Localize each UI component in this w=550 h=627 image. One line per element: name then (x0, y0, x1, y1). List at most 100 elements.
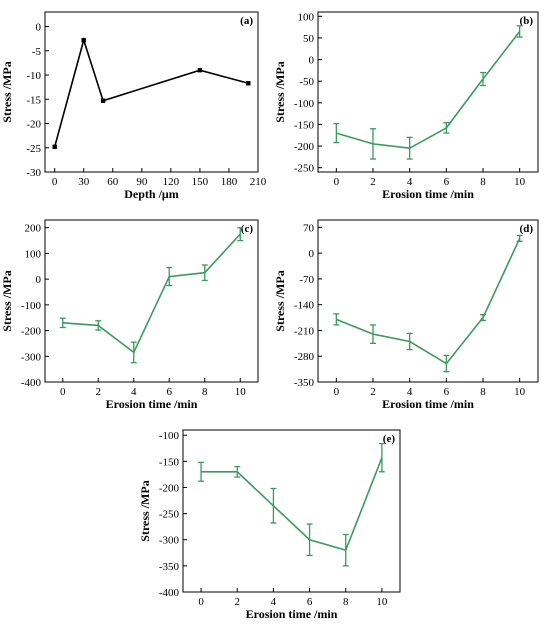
y-tick-label: 50 (303, 33, 315, 45)
series-line (201, 457, 383, 552)
x-tick-label: 2 (370, 176, 376, 188)
x-axis-title: Erosion time /min (382, 187, 474, 201)
x-tick-label: 0 (334, 176, 340, 188)
data-point (81, 37, 86, 43)
x-tick-label: 8 (343, 596, 349, 608)
y-tick-label: -300 (159, 535, 180, 547)
y-tick-label: -5 (32, 46, 42, 58)
plot-frame (182, 429, 401, 593)
panel-label: (e) (383, 433, 396, 445)
y-tick-label: 0 (309, 55, 315, 67)
y-axis-title: Stress /MPa (138, 480, 152, 541)
error-bar (443, 122, 450, 134)
y-tick-label: -350 (159, 561, 180, 573)
plot-frame (44, 219, 259, 383)
x-tick-label: 6 (444, 386, 450, 398)
y-tick-label: -10 (26, 70, 41, 82)
error-bar (370, 324, 376, 344)
x-tick-label: 0 (60, 386, 66, 398)
error-bar (516, 234, 523, 243)
series-line (53, 37, 249, 147)
y-axis-title: Stress /MPa (0, 61, 14, 122)
error-bar (406, 332, 413, 351)
y-tick-label: 100 (298, 11, 315, 23)
x-tick-label: 0 (52, 176, 58, 188)
y-tick-label: -280 (294, 351, 315, 363)
x-tick-label: 10 (235, 386, 247, 398)
x-tick-label: 4 (407, 176, 413, 188)
y-tick-label: -70 (299, 274, 314, 286)
plot-frame (317, 11, 539, 173)
series-line (62, 233, 241, 354)
error-bar (234, 465, 241, 478)
y-axis-title: Stress /MPa (0, 270, 14, 331)
panel-label: (d) (520, 223, 534, 235)
series-line (336, 30, 521, 150)
x-tick-label: 8 (480, 176, 486, 188)
error-bar (342, 533, 349, 567)
x-tick-label: 4 (271, 596, 277, 608)
y-tick-label: -50 (299, 76, 314, 88)
y-tick-label: 0 (309, 248, 315, 260)
y-tick-label: -400 (21, 377, 42, 389)
y-tick-label: -250 (159, 509, 180, 521)
x-tick-label: 90 (136, 176, 148, 188)
x-tick-label: 2 (235, 596, 241, 608)
data-point (52, 144, 57, 149)
y-axis-title: Stress /MPa (273, 270, 287, 331)
y-tick-label: -150 (159, 456, 180, 468)
y-tick-label: -100 (21, 300, 42, 312)
y-tick-label: -300 (21, 351, 42, 363)
y-tick-label: -350 (294, 377, 315, 389)
x-tick-label: 8 (202, 386, 208, 398)
panel-label: (c) (241, 223, 254, 235)
error-bar (370, 128, 376, 160)
error-bar (480, 71, 486, 87)
y-tick-label: -100 (294, 98, 315, 110)
y-tick-label: -20 (26, 119, 41, 131)
x-tick-label: 120 (163, 176, 180, 188)
panel-label: (a) (240, 15, 253, 27)
error-bar (59, 317, 66, 329)
y-tick-label: 0 (36, 22, 42, 34)
error-bar (306, 523, 313, 557)
y-tick-label: -30 (26, 167, 41, 179)
panel-2: 0 2 4 6 8 10 100 50 0 -50 -100 -150 -200 -250 Erosion … (273, 11, 539, 201)
y-tick-label: -15 (26, 94, 41, 106)
error-bar (198, 461, 205, 482)
error-bar (237, 227, 244, 242)
error-bar (166, 266, 173, 287)
x-tick-label: 2 (370, 386, 376, 398)
x-axis-title: Depth /μm (124, 187, 178, 201)
x-tick-label: 4 (407, 386, 413, 398)
y-tick-label: -200 (21, 326, 42, 338)
y-tick-label: -200 (294, 141, 315, 153)
x-tick-label: 4 (131, 386, 137, 398)
x-tick-label: 10 (514, 386, 526, 398)
panel-4: 0 2 4 6 8 10 70 0 -70 -140 -210 -280 -350 Erosion tim… (273, 219, 539, 411)
plot-frame (317, 219, 539, 383)
y-tick-label: -100 (159, 430, 180, 442)
y-tick-label: 70 (303, 222, 315, 234)
y-tick-label: 0 (36, 274, 42, 286)
x-tick-label: 180 (221, 176, 238, 188)
y-tick-label: -140 (294, 300, 315, 312)
x-tick-label: 60 (107, 176, 119, 188)
x-axis-title: Erosion time /min (246, 607, 338, 621)
error-bar (516, 25, 523, 38)
error-bar (406, 136, 413, 160)
y-tick-label: 200 (25, 223, 42, 235)
data-point (100, 98, 106, 103)
x-tick-label: 2 (96, 386, 102, 398)
error-bar (201, 264, 208, 282)
panel-label: (b) (520, 15, 534, 27)
x-tick-label: 6 (444, 176, 450, 188)
x-tick-label: 6 (167, 386, 173, 398)
x-axis-title: Erosion time /min (106, 397, 198, 411)
plot-frame (44, 11, 259, 173)
error-bar (333, 313, 340, 326)
error-bar (95, 320, 102, 331)
y-tick-label: -210 (294, 325, 315, 337)
y-tick-label: 100 (25, 248, 42, 260)
y-axis-title: Stress /MPa (273, 61, 287, 122)
